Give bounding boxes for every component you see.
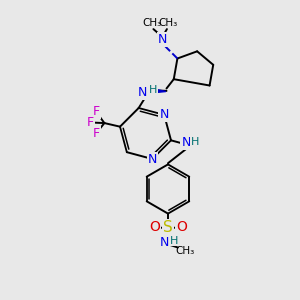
Text: O: O <box>149 220 160 234</box>
Text: F: F <box>86 116 94 129</box>
Text: H: H <box>170 236 178 246</box>
Text: N: N <box>148 152 157 166</box>
Polygon shape <box>148 88 166 93</box>
Text: CH₃: CH₃ <box>142 18 161 28</box>
Text: N: N <box>181 136 191 149</box>
Text: H: H <box>191 136 199 146</box>
Text: CH₃: CH₃ <box>176 246 195 256</box>
Text: H: H <box>149 85 157 95</box>
Text: O: O <box>176 220 187 234</box>
Text: N: N <box>160 236 169 249</box>
Text: F: F <box>92 105 100 118</box>
Text: CH₃: CH₃ <box>159 18 178 28</box>
Text: N: N <box>158 32 167 46</box>
Text: S: S <box>163 220 173 236</box>
Text: N: N <box>138 86 147 99</box>
Text: N: N <box>160 108 169 121</box>
Text: F: F <box>92 127 100 140</box>
